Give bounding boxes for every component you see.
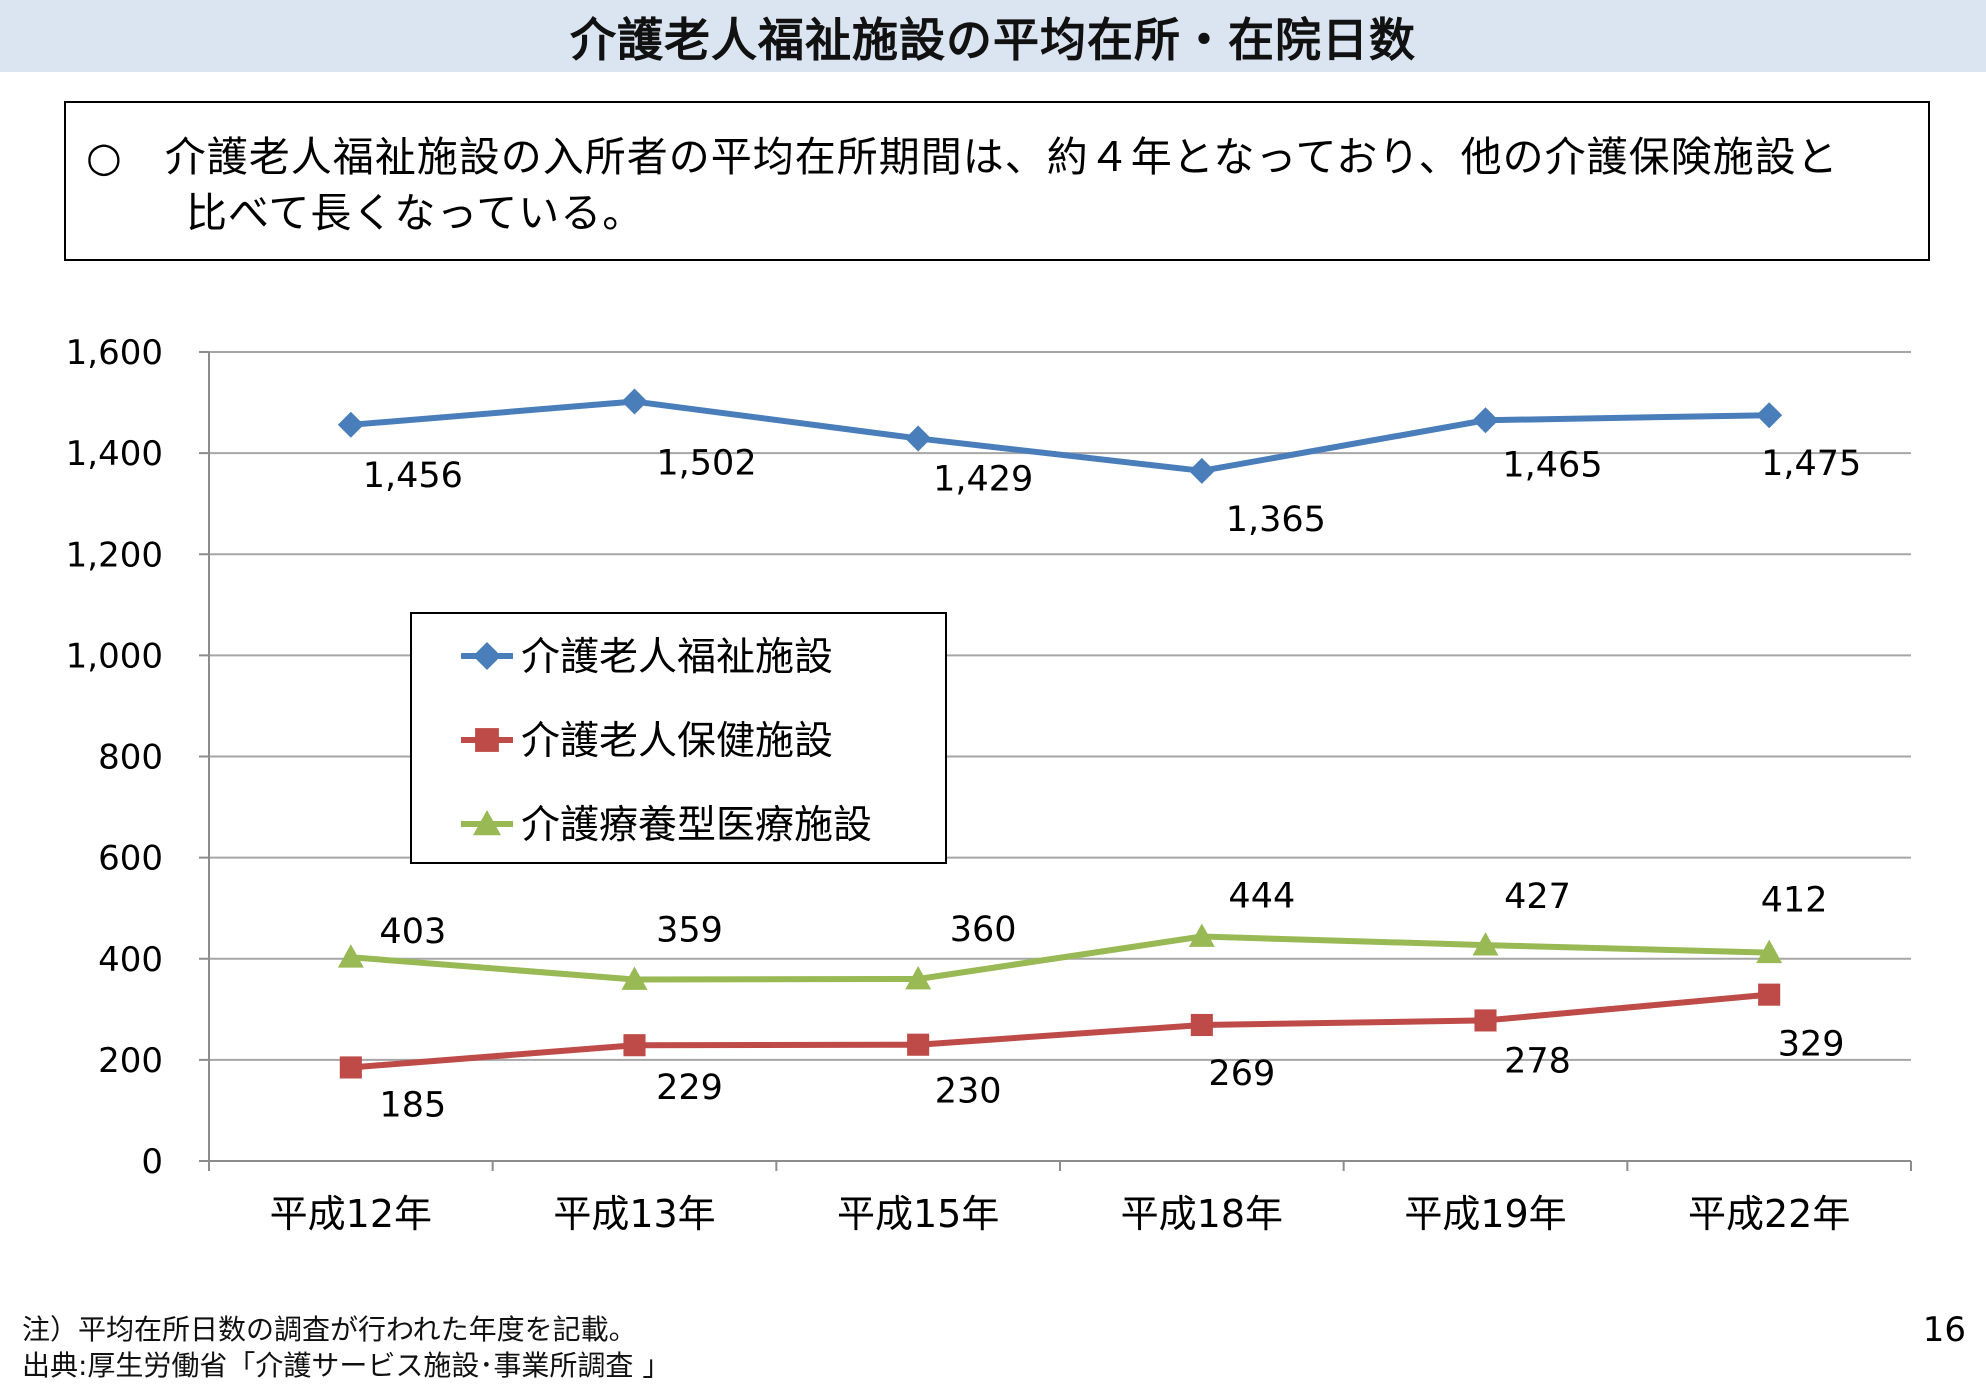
data-label: 1,475 bbox=[1761, 444, 1861, 484]
data-point bbox=[1474, 1009, 1497, 1032]
title-band bbox=[0, 0, 1986, 72]
data-point bbox=[337, 411, 364, 438]
data-label: 1,456 bbox=[363, 456, 463, 496]
summary-text: ○ 介護老人福祉施設の入所者の平均在所期間は、約４年となっており、他の介護保険施… bbox=[86, 129, 1896, 241]
data-label: 278 bbox=[1504, 1041, 1571, 1081]
data-point bbox=[1190, 1013, 1213, 1037]
data-point bbox=[1472, 407, 1499, 434]
data-point bbox=[475, 728, 499, 752]
data-point bbox=[473, 810, 501, 836]
data-label: 230 bbox=[935, 1072, 1002, 1112]
data-label: 403 bbox=[379, 912, 446, 952]
series-line bbox=[350, 398, 1770, 474]
y-tick-label: 1,200 bbox=[66, 535, 163, 575]
data-point bbox=[1758, 983, 1781, 1006]
x-tick-label: 平成13年 bbox=[553, 1192, 715, 1236]
data-label: 1,429 bbox=[933, 459, 1033, 499]
y-tick-label: 200 bbox=[98, 1041, 163, 1081]
data-point bbox=[621, 388, 648, 415]
data-point bbox=[473, 642, 501, 670]
summary-box: ○ 介護老人福祉施設の入所者の平均在所期間は、約４年となっており、他の介護保険施… bbox=[64, 101, 1930, 261]
y-tick-label: 0 bbox=[141, 1142, 163, 1182]
footnote-source: 出典:厚生労働省「介護サービス施設･事業所調査 」 bbox=[22, 1349, 671, 1382]
x-tick-label: 平成15年 bbox=[837, 1192, 999, 1236]
data-label: 1,502 bbox=[656, 444, 756, 484]
data-point bbox=[1472, 932, 1499, 956]
data-label: 444 bbox=[1228, 877, 1295, 917]
data-point bbox=[621, 966, 648, 990]
x-tick-label: 平成12年 bbox=[270, 1192, 432, 1236]
data-point bbox=[339, 1056, 362, 1079]
summary-line-2: 比べて長くなっている。 bbox=[186, 189, 645, 237]
legend-label: 介護療養型医療施設 bbox=[521, 803, 872, 848]
y-tick-label: 1,000 bbox=[66, 636, 163, 676]
y-tick-label: 800 bbox=[98, 738, 163, 778]
data-point bbox=[907, 1033, 930, 1056]
data-label: 359 bbox=[656, 910, 723, 950]
data-point bbox=[1756, 402, 1783, 429]
data-label: 1,465 bbox=[1502, 445, 1602, 485]
data-label: 412 bbox=[1761, 881, 1828, 921]
page-title: 介護老人福祉施設の平均在所・在院日数 bbox=[570, 13, 1416, 67]
y-tick-label: 400 bbox=[98, 940, 163, 980]
legend-label: 介護老人保健施設 bbox=[521, 719, 833, 764]
x-tick-label: 平成19年 bbox=[1404, 1192, 1566, 1236]
series-line bbox=[350, 933, 1770, 983]
data-point bbox=[337, 944, 364, 968]
y-tick-label: 1,600 bbox=[66, 333, 163, 373]
x-tick-label: 平成18年 bbox=[1121, 1192, 1283, 1236]
data-label: 229 bbox=[656, 1068, 723, 1108]
data-point bbox=[1756, 939, 1783, 964]
data-point bbox=[905, 965, 932, 990]
series-line bbox=[350, 991, 1770, 1071]
summary-line-1: ○ 介護老人福祉施設の入所者の平均在所期間は、約４年となっており、他の介護保険施… bbox=[86, 133, 1839, 181]
data-point bbox=[905, 425, 932, 452]
data-label: 329 bbox=[1778, 1025, 1845, 1065]
footnote-note: 注）平均在所日数の調査が行われた年度を記載。 bbox=[22, 1313, 637, 1346]
data-point bbox=[1188, 457, 1215, 484]
data-point bbox=[623, 1034, 646, 1057]
y-tick-label: 1,400 bbox=[66, 434, 163, 474]
data-label: 427 bbox=[1504, 877, 1571, 917]
page-number: 16 bbox=[1922, 1310, 1966, 1350]
data-label: 360 bbox=[950, 910, 1017, 950]
data-label: 1,365 bbox=[1226, 500, 1326, 540]
legend-label: 介護老人福祉施設 bbox=[521, 635, 833, 680]
data-point bbox=[1188, 923, 1215, 947]
data-label: 185 bbox=[379, 1085, 446, 1125]
y-tick-label: 600 bbox=[98, 839, 163, 879]
x-tick-label: 平成22年 bbox=[1688, 1192, 1850, 1236]
data-label: 269 bbox=[1208, 1054, 1275, 1094]
